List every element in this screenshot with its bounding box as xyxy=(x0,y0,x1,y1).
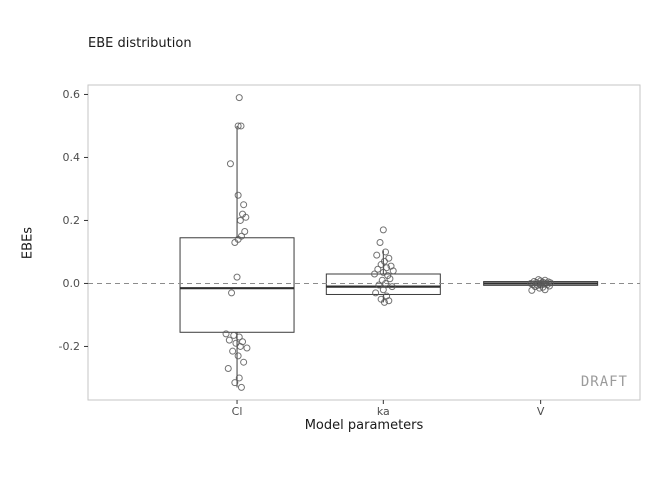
data-point xyxy=(383,264,391,272)
data-point xyxy=(382,279,390,287)
boxplot-group-Cl xyxy=(179,125,295,388)
data-point xyxy=(231,239,239,246)
box xyxy=(179,237,295,333)
data-point xyxy=(237,383,245,391)
data-point xyxy=(225,336,233,344)
data-point xyxy=(222,330,230,338)
data-point xyxy=(528,286,536,294)
data-point xyxy=(226,160,234,168)
y-tick-label: 0.0 xyxy=(63,277,81,290)
data-point xyxy=(379,286,387,294)
panel-border xyxy=(87,84,641,401)
draft-watermark: DRAFT xyxy=(580,374,628,390)
y-tick-label: 0.6 xyxy=(63,88,81,101)
x-tick-label: ka xyxy=(377,405,390,418)
data-point xyxy=(241,227,249,235)
data-point xyxy=(379,226,387,234)
data-point xyxy=(375,281,383,289)
data-point xyxy=(231,379,239,387)
box xyxy=(325,273,441,295)
y-tick-label: 0.4 xyxy=(63,151,81,164)
data-point xyxy=(240,358,248,366)
data-point xyxy=(371,270,379,278)
data-point xyxy=(374,265,382,273)
data-point xyxy=(234,122,242,130)
data-point xyxy=(389,267,397,275)
data-point xyxy=(386,275,394,283)
data-point xyxy=(243,344,251,352)
data-point xyxy=(242,213,250,221)
data-point xyxy=(382,248,390,256)
data-point xyxy=(229,347,237,355)
data-point xyxy=(235,333,243,341)
data-point xyxy=(237,122,245,130)
data-point xyxy=(373,251,381,259)
data-point xyxy=(236,342,244,350)
chart-title: EBE distribution xyxy=(88,36,192,51)
data-point xyxy=(235,94,243,102)
data-point xyxy=(376,239,384,246)
data-point xyxy=(228,289,236,297)
data-point xyxy=(233,273,241,281)
data-point xyxy=(372,289,380,297)
data-point xyxy=(545,282,553,290)
x-tick-label: V xyxy=(537,405,545,418)
data-point xyxy=(380,298,388,306)
data-point xyxy=(385,297,393,305)
data-point xyxy=(236,216,244,224)
y-tick-label: 0.2 xyxy=(63,214,81,227)
x-axis-title: Model parameters xyxy=(304,418,424,433)
data-point xyxy=(388,283,396,291)
y-tick-label: -0.2 xyxy=(59,340,80,353)
x-tick-label: Cl xyxy=(232,405,243,418)
data-point xyxy=(240,201,248,209)
data-point xyxy=(224,365,232,372)
data-point xyxy=(235,374,243,382)
data-point xyxy=(377,261,385,269)
data-point xyxy=(234,352,242,360)
data-point xyxy=(234,191,242,199)
data-point xyxy=(541,286,549,294)
